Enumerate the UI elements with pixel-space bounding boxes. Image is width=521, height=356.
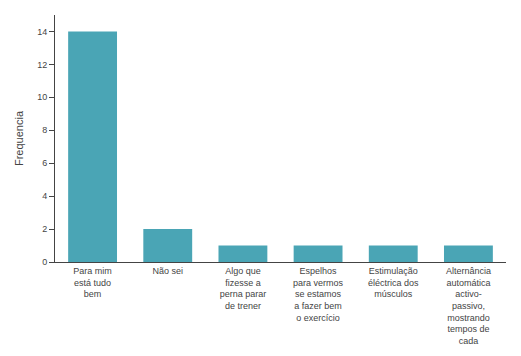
svg-text:12: 12 — [37, 60, 47, 70]
svg-text:4: 4 — [42, 191, 47, 201]
svg-text:14: 14 — [37, 27, 47, 37]
svg-text:8: 8 — [42, 125, 47, 135]
svg-text:0: 0 — [42, 257, 47, 267]
svg-text:Não sei: Não sei — [152, 266, 183, 276]
svg-text:Frequencia: Frequencia — [13, 110, 25, 166]
svg-text:10: 10 — [37, 92, 47, 102]
svg-text:Estimulaçãoéléctrica dosmúscul: Estimulaçãoéléctrica dosmúsculos — [368, 266, 419, 299]
svg-text:2: 2 — [42, 224, 47, 234]
svg-text:Espelhospara vermosse estamosa: Espelhospara vermosse estamosa fazer bem… — [293, 266, 344, 323]
svg-text:Algo quefizesse aperna pararde: Algo quefizesse aperna pararde trener — [220, 266, 267, 311]
svg-text:Alternânciaautomáticaactivo-pa: Alternânciaautomáticaactivo-passivo,most… — [446, 266, 491, 346]
svg-text:6: 6 — [42, 158, 47, 168]
svg-text:Para mimestá tudobem: Para mimestá tudobem — [73, 266, 112, 299]
